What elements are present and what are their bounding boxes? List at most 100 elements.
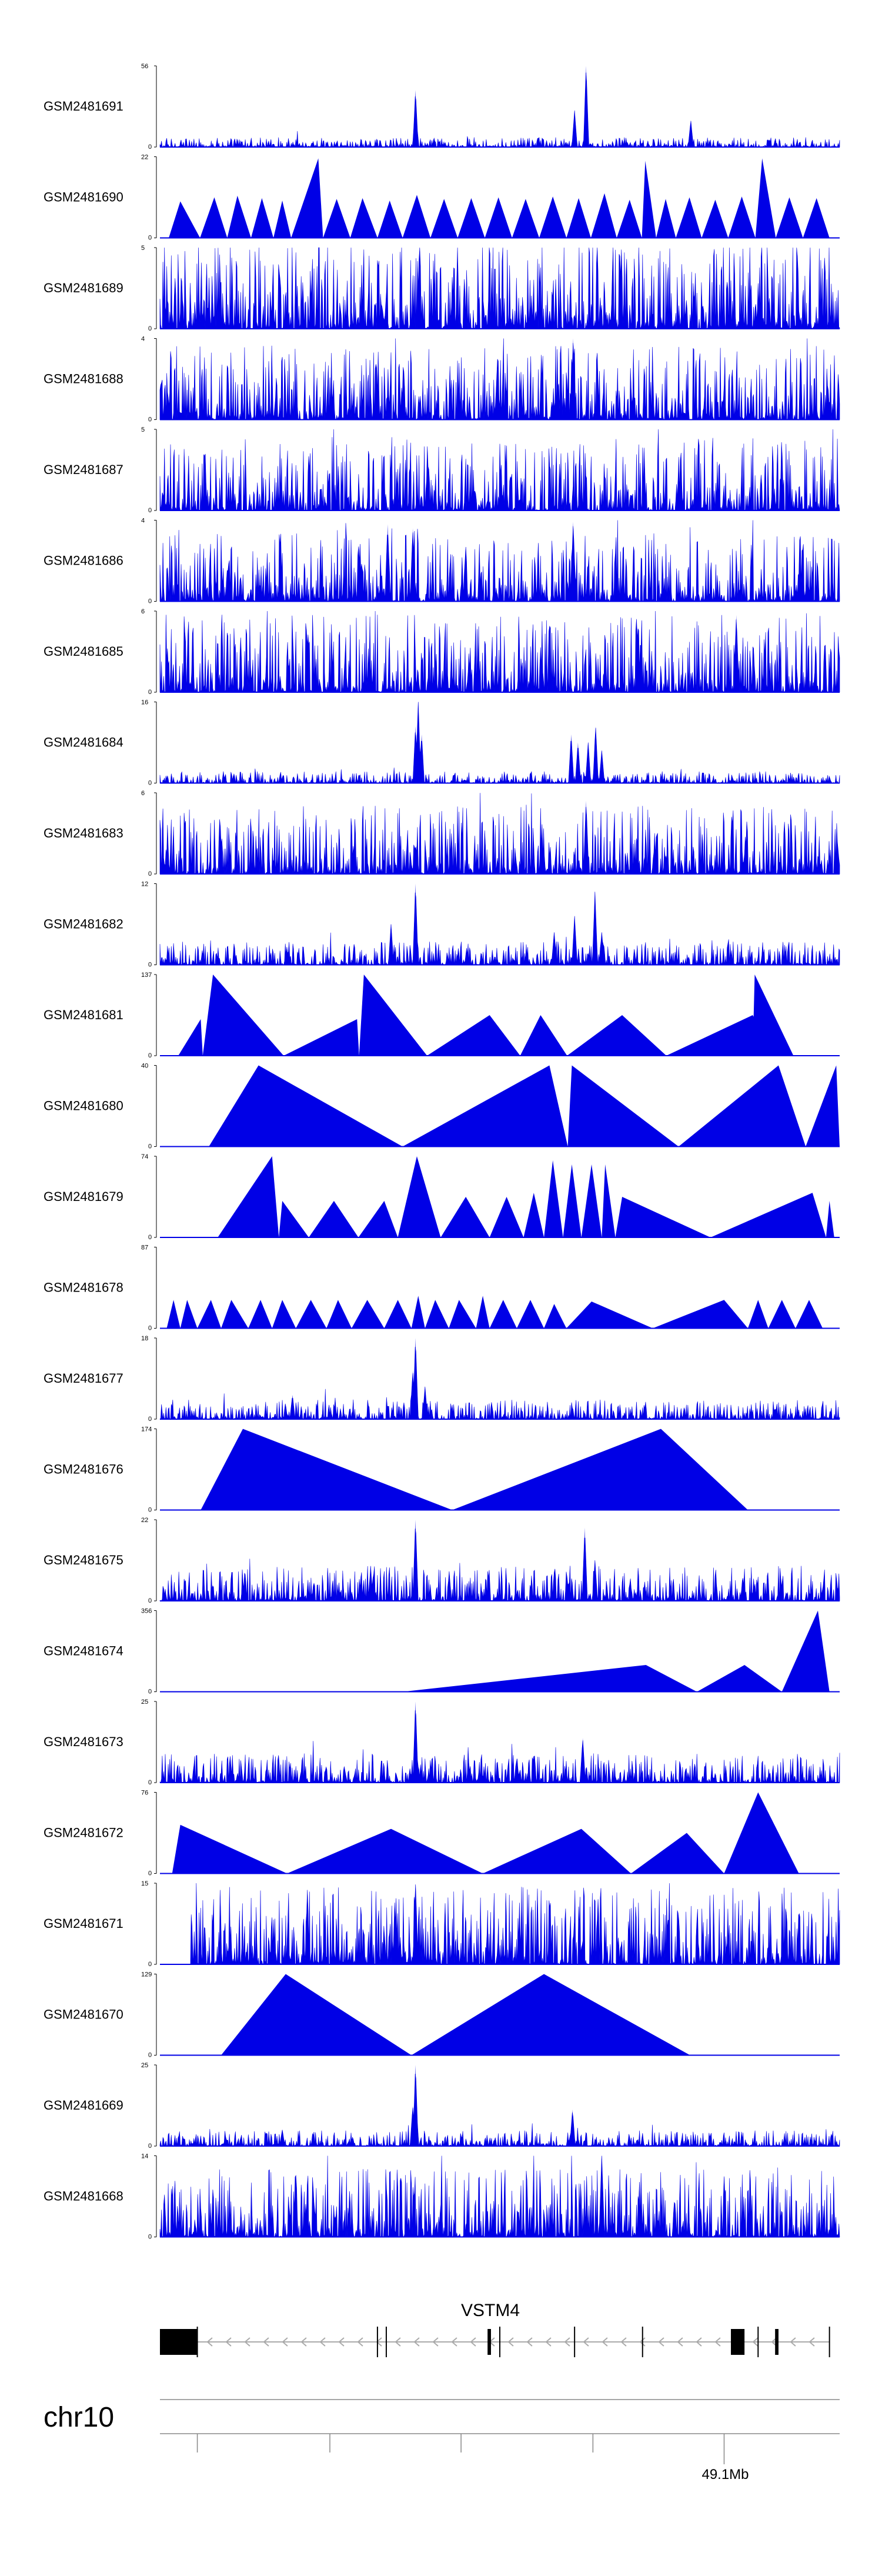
strand-chevron [319, 2337, 326, 2347]
signal-peak [411, 528, 415, 602]
y-min-label: 0 [148, 1779, 152, 1786]
signal-triangle [221, 1974, 412, 2056]
signal-triangle [616, 199, 642, 238]
strand-chevron [470, 2337, 476, 2347]
track-label: GSM2481684 [44, 735, 123, 750]
signal-triangle [248, 1300, 272, 1329]
strand-chevron [507, 2337, 514, 2347]
signal-area [159, 1347, 840, 1420]
signal-triangle [397, 1156, 441, 1237]
signal-area [159, 247, 840, 329]
track-GSM2481680: GSM2481680 40 0 [44, 1063, 840, 1150]
signal-peak [584, 66, 588, 147]
signal-triangle [826, 1200, 834, 1237]
strand-chevron [808, 2337, 815, 2347]
signal-triangle [227, 195, 251, 238]
signal-peak [583, 1527, 587, 1601]
signal-triangle [697, 1664, 782, 1692]
signal-triangle [402, 1065, 568, 1147]
strand-chevron [639, 2337, 646, 2347]
signal-peak [586, 742, 590, 783]
signal-area [159, 793, 840, 875]
signal-peak [593, 1560, 597, 1601]
signal-area [159, 2074, 840, 2147]
y-min-label: 0 [148, 144, 152, 151]
y-max-label: 16 [141, 699, 148, 706]
signal-triangle [753, 975, 794, 1056]
signal-area [159, 338, 840, 421]
y-min-label: 0 [148, 1143, 152, 1150]
signal-peak [552, 932, 556, 965]
signal-triangle [567, 1065, 679, 1147]
signal-triangle [180, 1300, 198, 1329]
signal-peak [584, 800, 588, 874]
track-GSM2481675: GSM2481675 22 0 [44, 1517, 840, 1604]
signal-triangle [197, 1300, 222, 1329]
strand-chevron [413, 2337, 420, 2347]
signal-triangle [166, 1300, 181, 1329]
signal-triangle [602, 1164, 616, 1237]
signal-triangle [350, 198, 377, 238]
signal-triangle [326, 1300, 352, 1329]
track-GSM2481684: GSM2481684 16 0 [44, 699, 840, 787]
strand-chevron [790, 2337, 796, 2347]
track-label: GSM2481682 [44, 917, 123, 932]
signal-triangle [201, 1429, 453, 1510]
signal-peak [413, 1701, 417, 1783]
strand-chevron [602, 2337, 608, 2347]
track-label: GSM2481675 [44, 1553, 123, 1567]
exon-block [160, 2329, 198, 2355]
track-label: GSM2481678 [44, 1280, 123, 1295]
signal-triangle [402, 195, 431, 238]
signal-triangle [768, 1300, 796, 1329]
track-label: GSM2481683 [44, 826, 123, 840]
signal-triangle [411, 1974, 690, 2056]
strand-chevron [225, 2337, 232, 2347]
signal-peak [413, 883, 417, 965]
track-label: GSM2481677 [44, 1371, 123, 1386]
signal-triangle [283, 1019, 359, 1056]
signal-triangle [539, 196, 567, 238]
signal-triangle [631, 1833, 724, 1874]
signal-triangle [544, 1160, 563, 1237]
signal-peak [413, 2065, 417, 2146]
y-max-label: 14 [141, 2153, 148, 2160]
track-GSM2481678: GSM2481678 87 0 [44, 1244, 840, 1332]
signal-triangle [449, 1300, 476, 1329]
signal-triangle [656, 199, 676, 238]
y-max-label: 25 [141, 1699, 148, 1706]
strand-chevron [206, 2337, 213, 2347]
y-min-label: 0 [148, 1870, 152, 1877]
signal-area [159, 1710, 840, 1784]
y-min-label: 0 [148, 598, 152, 605]
signal-triangle [323, 199, 350, 238]
track-GSM2481670: GSM2481670 129 0 [44, 1971, 840, 2059]
y-max-label: 25 [141, 2062, 148, 2069]
signal-triangle [489, 1197, 524, 1237]
y-max-label: 15 [141, 1880, 148, 1887]
signal-area [159, 429, 840, 512]
signal-peak [411, 1370, 415, 1419]
track-label: GSM2481689 [44, 281, 123, 295]
y-max-label: 4 [141, 336, 145, 343]
track-GSM2481674: GSM2481674 356 0 [44, 1608, 840, 1696]
ruler-tick-label: 49.1Mb [701, 2467, 749, 2482]
signal-peak [573, 110, 577, 147]
signal-peak [413, 1520, 417, 1601]
y-min-label: 0 [148, 780, 152, 787]
y-max-label: 18 [141, 1335, 148, 1342]
signal-triangle [512, 199, 540, 238]
strand-chevron [677, 2337, 683, 2347]
track-label: GSM2481669 [44, 2098, 123, 2113]
signal-peak [411, 2105, 415, 2146]
signal-triangle [272, 1300, 296, 1329]
signal-triangle [218, 1156, 279, 1237]
signal-peak [581, 1738, 585, 1783]
signal-area [190, 1883, 840, 1966]
signal-area [159, 2155, 840, 2238]
chromosome-axis: chr10 49.1Mb [44, 2399, 840, 2482]
y-min-label: 0 [148, 1416, 152, 1423]
signal-peak [569, 734, 573, 783]
signal-peak [571, 522, 575, 602]
y-max-label: 5 [141, 245, 145, 252]
